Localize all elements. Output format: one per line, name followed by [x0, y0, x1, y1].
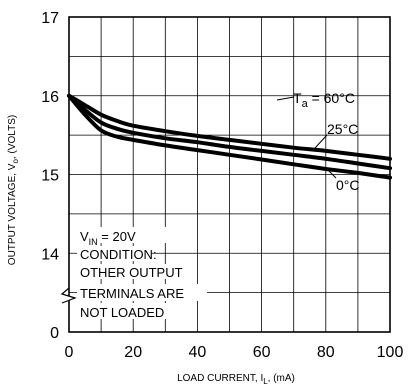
- note-bg-3: [77, 264, 187, 279]
- x-tick-label: 100: [377, 344, 404, 361]
- series-leader-60c: [276, 96, 295, 101]
- note-bg-5: [77, 303, 189, 319]
- axis-break-mark: [60, 287, 77, 304]
- x-tick-label: 20: [124, 344, 142, 361]
- y-tick-label: 14: [41, 246, 59, 263]
- series-leader-0c: [327, 169, 337, 179]
- series-label-0c: 0°C: [327, 169, 360, 193]
- x-tick-label: 40: [189, 344, 207, 361]
- tick-labels: 0 20 40 60 80 100 17 16 15 14 0: [41, 10, 403, 361]
- series-line-0: [67, 93, 392, 161]
- note-bg-1: [77, 227, 189, 243]
- y-tick-label: 16: [41, 89, 59, 106]
- series-label-25c: 25°C: [314, 121, 358, 149]
- series-leader-25c: [314, 134, 328, 149]
- series-line-2: [67, 93, 392, 180]
- x-tick-label: 60: [253, 344, 271, 361]
- series-label-0c-text: 0°C: [336, 177, 360, 193]
- series-curves: [67, 93, 392, 180]
- condition-line-1: CONDITION:: [80, 247, 157, 262]
- plot-frame: [68, 16, 391, 333]
- vin-note: VIN = 20V: [80, 229, 136, 247]
- y-tick-label: 17: [41, 10, 59, 27]
- note-bg-4: [77, 284, 207, 301]
- series-line-1: [67, 93, 392, 171]
- condition-note: VIN = 20V CONDITION: OTHER OUTPUT TERMIN…: [77, 227, 207, 320]
- x-axis-title: LOAD CURRENT, IL, (mA): [177, 373, 295, 386]
- condition-line-3: TERMINALS ARE: [80, 286, 184, 301]
- series-label-60c: Ta = 60°C: [276, 90, 355, 110]
- series-label-25c-text: 25°C: [327, 121, 358, 137]
- note-bg-2: [77, 246, 151, 261]
- x-tick-label: 80: [317, 344, 335, 361]
- y-tick-label: 15: [41, 168, 59, 185]
- y-axis-title: OUTPUT VOLTAGE, Vo, (VOLTS): [7, 115, 20, 265]
- y-tick-label: 0: [50, 325, 59, 342]
- series-label-60c-text: Ta = 60°C: [293, 90, 355, 110]
- condition-line-4: NOT LOADED: [80, 305, 164, 320]
- condition-line-2: OTHER OUTPUT: [80, 265, 183, 280]
- x-tick-label: 0: [65, 344, 74, 361]
